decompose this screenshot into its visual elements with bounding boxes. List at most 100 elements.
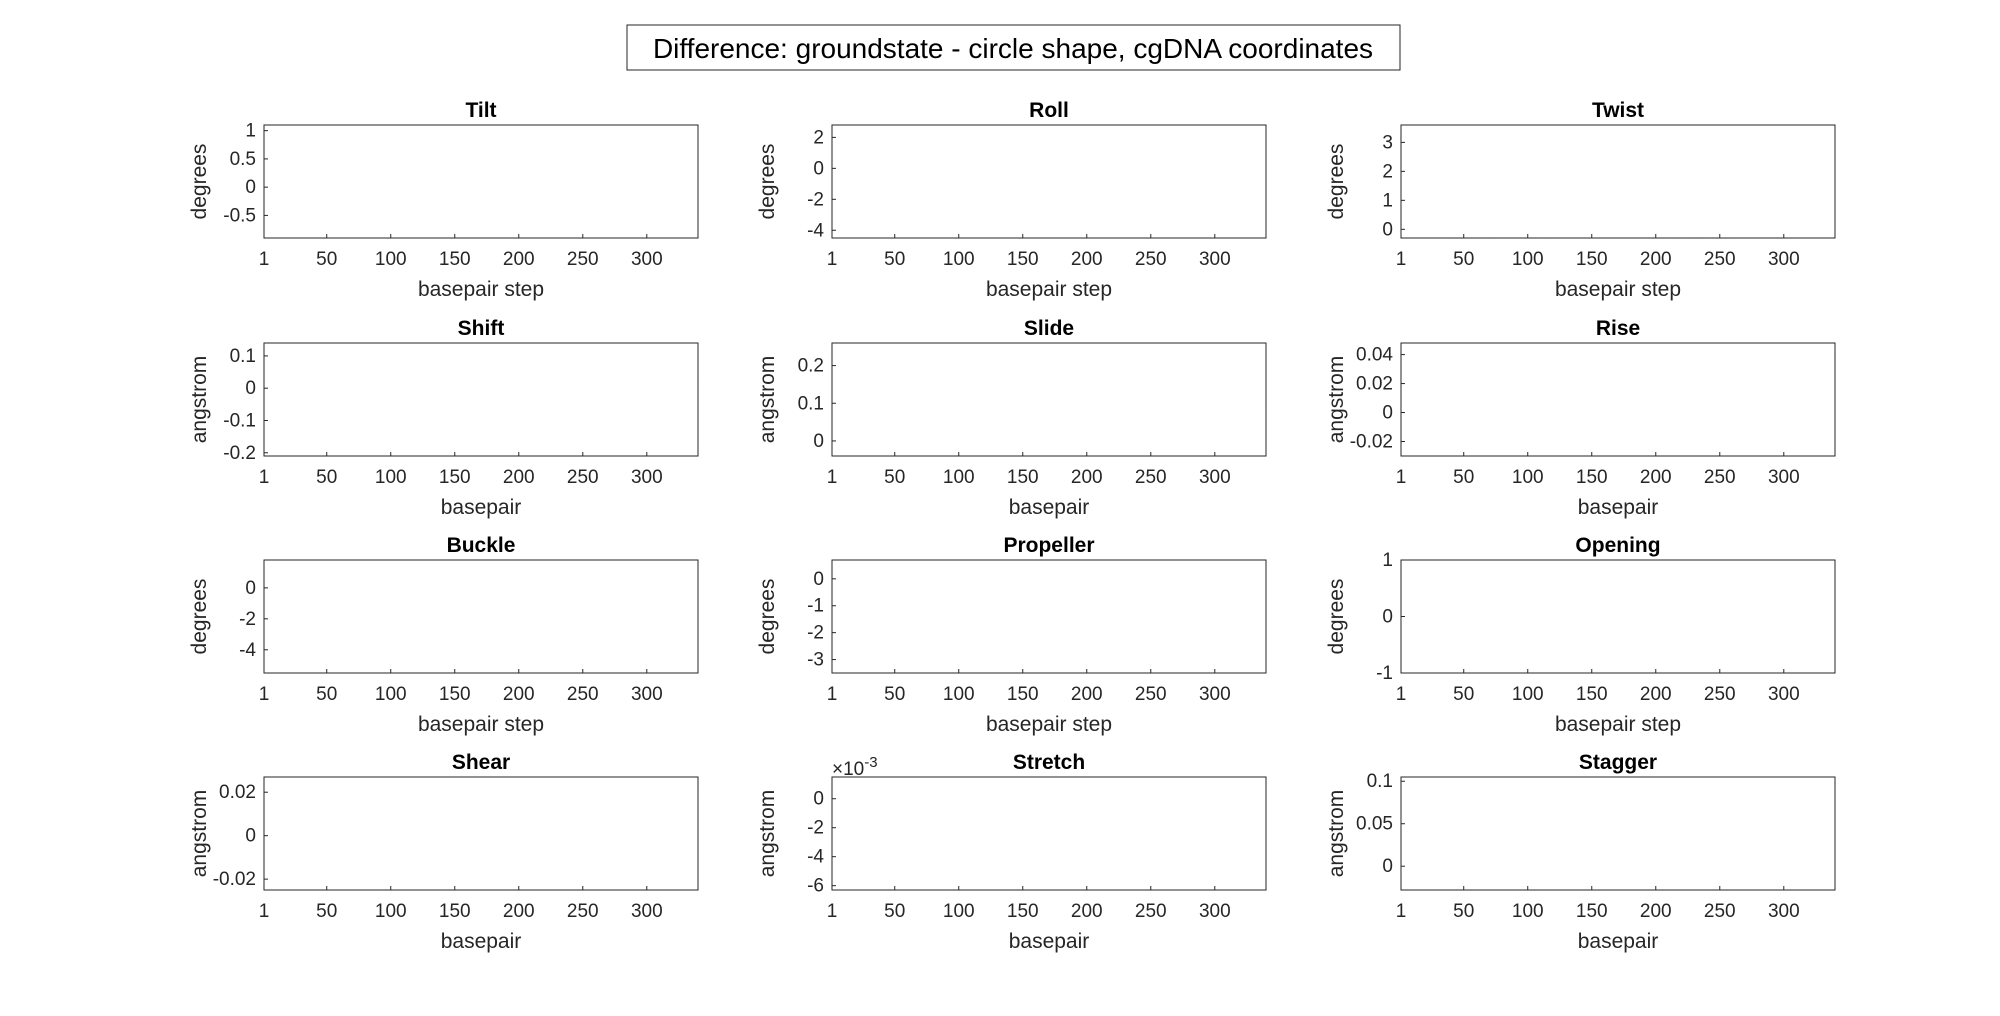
stretch-ytick-label: -6	[807, 876, 824, 897]
opening-ytick-label: -1	[1376, 663, 1393, 684]
buckle-title: Buckle	[447, 534, 516, 557]
rise-xtick-label: 250	[1704, 467, 1736, 488]
twist-axes-frame	[1400, 124, 1836, 239]
slide-xtick-label: 100	[943, 467, 975, 488]
roll-xtick-label: 150	[1007, 249, 1039, 270]
stretch-xtick-label: 50	[884, 901, 905, 922]
shear-xtick-label: 100	[375, 901, 407, 922]
propeller-xtick-label: 200	[1071, 684, 1103, 705]
roll-xtick-label: 300	[1199, 249, 1231, 270]
slide-ylabel: angstrom	[756, 356, 779, 444]
slide-ytick-label: 0.1	[798, 393, 824, 414]
slide-xtick-label: 1	[827, 467, 838, 488]
tilt-title: Tilt	[465, 99, 496, 122]
buckle-axes-frame	[263, 559, 699, 674]
stagger-ytick-label: 0	[1382, 856, 1393, 877]
slide-xtick-label: 200	[1071, 467, 1103, 488]
roll-xtick-label: 250	[1135, 249, 1167, 270]
shift-title: Shift	[458, 317, 505, 340]
shear-xtick-label: 150	[439, 901, 471, 922]
opening-title: Opening	[1575, 534, 1660, 557]
propeller-title: Propeller	[1003, 534, 1094, 557]
subplot-tilt: 1 50 100 150 200 250 300-0.500.51Tiltbasepair …	[188, 99, 699, 301]
stagger-xtick-label: 250	[1704, 901, 1736, 922]
buckle-ytick-label: 0	[245, 578, 256, 599]
subplot-rise: 1 50 100 150 200 250 300-0.0200.020.04Risebase…	[1325, 317, 1836, 519]
subplot-propeller: 1 50 100 150 200 250 300-3-2-10Propellerbasepa…	[756, 534, 1267, 736]
twist-xtick-label: 150	[1576, 249, 1608, 270]
twist-ytick-label: 3	[1382, 132, 1393, 153]
stagger-xlabel: basepair	[1578, 930, 1659, 953]
stretch-xtick-label: 1	[827, 901, 838, 922]
roll-ytick-label: -4	[807, 220, 824, 241]
propeller-axes-frame	[831, 559, 1267, 674]
propeller-ytick-label: -3	[807, 650, 824, 671]
stagger-axes-frame	[1400, 776, 1836, 891]
slide-xtick-label: 250	[1135, 467, 1167, 488]
stretch-exponent-label: ×10-3	[832, 754, 878, 780]
twist-ytick-label: 2	[1382, 161, 1393, 182]
tilt-xtick-label: 250	[567, 249, 599, 270]
roll-title: Roll	[1029, 99, 1069, 122]
stretch-ytick-label: 0	[813, 789, 824, 810]
stretch-title: Stretch	[1013, 751, 1085, 774]
opening-axes-frame	[1400, 559, 1836, 674]
propeller-ytick-label: -2	[807, 623, 824, 644]
buckle-ytick-label: -4	[239, 640, 256, 661]
rise-ytick-label: -0.02	[1350, 432, 1393, 453]
opening-xtick-label: 300	[1768, 684, 1800, 705]
opening-xtick-label: 100	[1512, 684, 1544, 705]
roll-xtick-label: 200	[1071, 249, 1103, 270]
shift-ylabel: angstrom	[188, 356, 211, 444]
rise-ytick-label: 0.04	[1356, 345, 1393, 366]
propeller-ylabel: degrees	[756, 579, 779, 655]
tilt-axes-frame	[263, 124, 699, 239]
stretch-xtick-label: 250	[1135, 901, 1167, 922]
twist-xtick-label: 200	[1640, 249, 1672, 270]
shear-xlabel: basepair	[441, 930, 522, 953]
roll-xtick-label: 1	[827, 249, 838, 270]
subplot-stretch: 1 50 100 150 200 250 300-6-4-20Stretchbasepair…	[756, 751, 1267, 953]
shear-xtick-label: 50	[316, 901, 337, 922]
tilt-ylabel: degrees	[188, 144, 211, 220]
shift-ytick-label: 0	[245, 378, 256, 399]
tilt-ytick-label: 0.5	[230, 149, 256, 170]
stagger-xtick-label: 300	[1768, 901, 1800, 922]
shear-title: Shear	[452, 751, 510, 774]
tilt-xtick-label: 150	[439, 249, 471, 270]
rise-ytick-label: 0.02	[1356, 374, 1393, 395]
propeller-ytick-label: 0	[813, 569, 824, 590]
buckle-ytick-label: -2	[239, 609, 256, 630]
shift-xtick-label: 150	[439, 467, 471, 488]
opening-xlabel: basepair step	[1555, 713, 1681, 736]
shift-xtick-label: 100	[375, 467, 407, 488]
opening-xtick-label: 200	[1640, 684, 1672, 705]
tilt-xtick-label: 300	[631, 249, 663, 270]
rise-axes-frame	[1400, 342, 1836, 457]
shear-ytick-label: 0	[245, 826, 256, 847]
shear-xtick-label: 300	[631, 901, 663, 922]
stagger-ylabel: angstrom	[1325, 790, 1348, 878]
stagger-xtick-label: 100	[1512, 901, 1544, 922]
stretch-xtick-label: 300	[1199, 901, 1231, 922]
shift-axes-frame	[263, 342, 699, 457]
buckle-xtick-label: 50	[316, 684, 337, 705]
shift-xtick-label: 1	[259, 467, 270, 488]
stretch-xtick-label: 150	[1007, 901, 1039, 922]
buckle-xtick-label: 1	[259, 684, 270, 705]
roll-xtick-label: 50	[884, 249, 905, 270]
rise-xtick-label: 200	[1640, 467, 1672, 488]
twist-xtick-label: 100	[1512, 249, 1544, 270]
stretch-xtick-label: 200	[1071, 901, 1103, 922]
stagger-xtick-label: 1	[1396, 901, 1407, 922]
buckle-ylabel: degrees	[188, 579, 211, 655]
shear-xtick-label: 250	[567, 901, 599, 922]
tilt-xtick-label: 100	[375, 249, 407, 270]
shift-xtick-label: 300	[631, 467, 663, 488]
tilt-xlabel: basepair step	[418, 278, 544, 301]
twist-xtick-label: 50	[1453, 249, 1474, 270]
slide-xlabel: basepair	[1009, 496, 1090, 519]
rise-xtick-label: 300	[1768, 467, 1800, 488]
